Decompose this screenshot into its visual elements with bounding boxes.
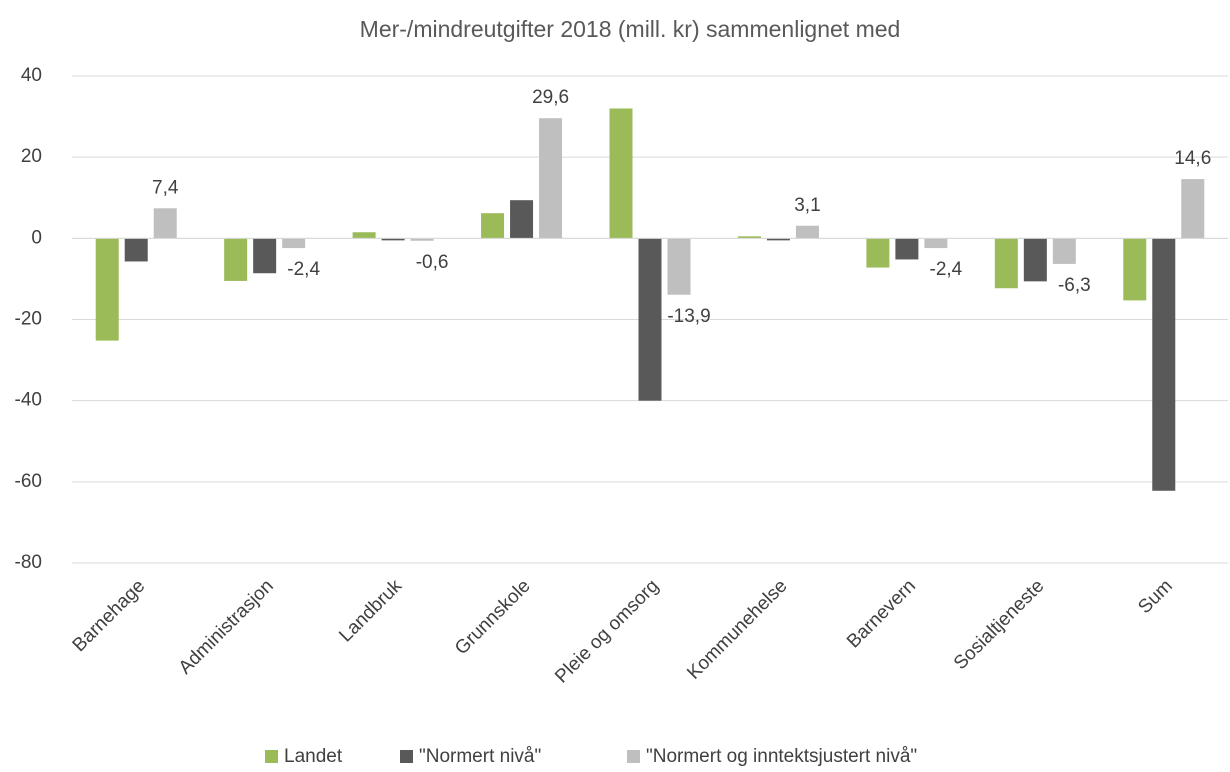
data-label: -2,4 — [287, 259, 320, 280]
chart-title: Mer-/mindreutgifter 2018 (mill. kr) samm… — [360, 16, 901, 42]
bar — [95, 238, 119, 341]
bar — [1123, 238, 1147, 301]
y-tick-label: -40 — [15, 390, 42, 411]
bar — [539, 118, 563, 239]
bar — [667, 238, 691, 295]
bar — [924, 238, 948, 249]
bar — [153, 208, 177, 239]
bar — [282, 238, 306, 249]
bar — [737, 236, 761, 239]
data-label: -2,4 — [930, 259, 963, 280]
bar — [609, 108, 633, 239]
bar — [1023, 238, 1047, 282]
bar — [994, 238, 1018, 289]
y-tick-label: -60 — [15, 471, 42, 492]
bar — [1052, 238, 1076, 264]
x-tick-label: Sum — [1134, 576, 1176, 618]
x-tick-label: Landbruk — [335, 575, 406, 646]
y-tick-label: 0 — [31, 227, 42, 248]
bar — [1181, 179, 1205, 239]
y-tick-label: -20 — [15, 309, 42, 330]
data-label: 14,6 — [1174, 148, 1211, 169]
bar — [352, 232, 376, 239]
bar — [224, 238, 248, 281]
x-tick-label: Barnevern — [843, 576, 920, 653]
legend-label: Landet — [284, 746, 343, 767]
data-label: -6,3 — [1058, 275, 1091, 296]
data-label: 3,1 — [794, 195, 820, 216]
x-tick-label: Kommunehelse — [683, 576, 791, 684]
y-tick-label: -80 — [15, 552, 42, 573]
bar — [895, 238, 919, 260]
bar — [795, 225, 819, 239]
y-tick-label: 40 — [21, 65, 42, 86]
data-label: 7,4 — [152, 177, 179, 198]
legend-swatch — [400, 750, 413, 763]
bar — [410, 238, 434, 241]
x-tick-label: Sosialtjeneste — [950, 576, 1048, 674]
bar — [510, 200, 534, 239]
data-label: -0,6 — [416, 252, 449, 273]
bar — [638, 238, 662, 401]
legend-swatch — [265, 750, 278, 763]
bar — [481, 213, 505, 239]
bar — [124, 238, 148, 262]
x-tick-label: Administrasjon — [175, 576, 278, 679]
legend-label: "Normert og inntektsjustert nivå" — [646, 746, 917, 767]
x-tick-label: Pleie og omsorg — [551, 576, 663, 688]
bar — [1152, 238, 1176, 491]
legend-swatch — [627, 750, 640, 763]
x-tick-label: Grunnskole — [451, 576, 535, 660]
bar — [766, 238, 790, 241]
x-tick-label: Barnehage — [69, 576, 150, 657]
bar — [866, 238, 890, 268]
legend-label: "Normert nivå" — [419, 746, 541, 767]
y-tick-label: 20 — [21, 146, 42, 167]
bar — [253, 238, 277, 274]
data-label: -13,9 — [667, 306, 710, 327]
bar — [381, 238, 405, 241]
data-label: 29,6 — [532, 87, 569, 108]
